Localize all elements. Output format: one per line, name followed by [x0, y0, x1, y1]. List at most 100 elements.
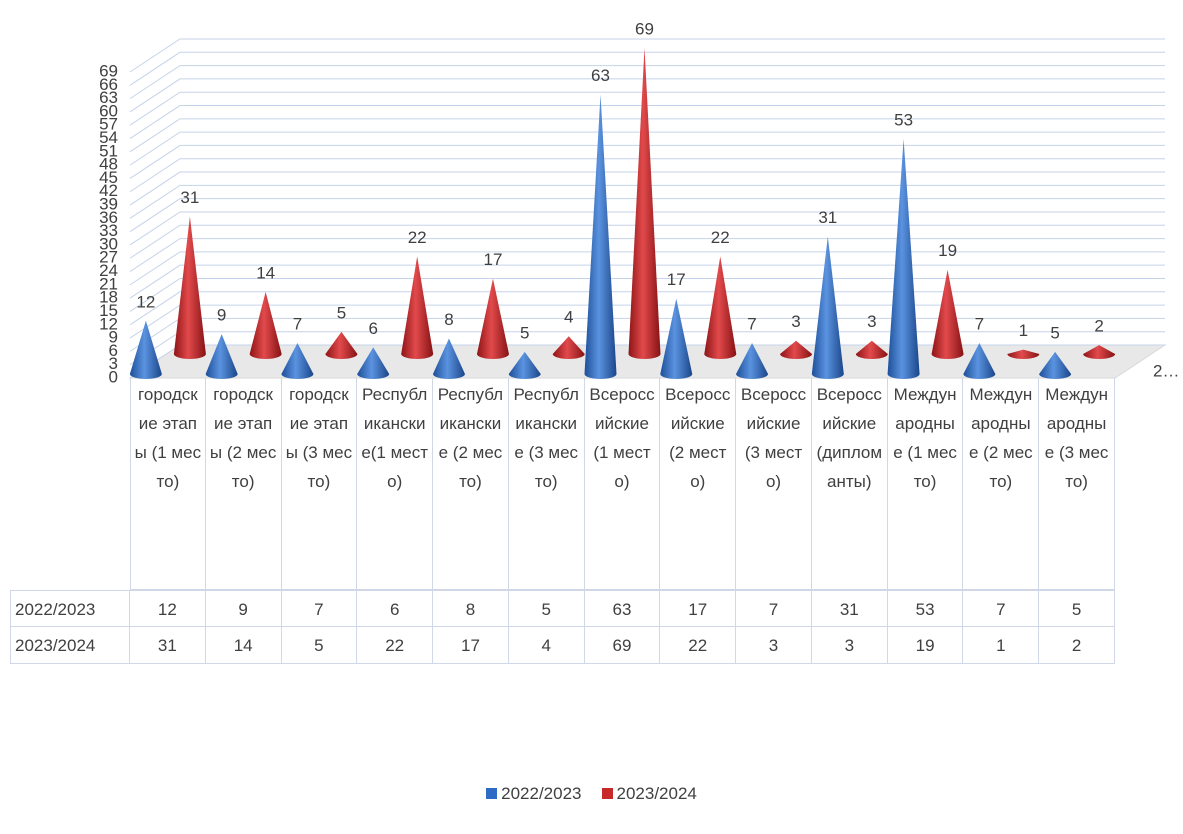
value-cell: 63	[584, 590, 661, 627]
cone	[508, 351, 541, 379]
value-label: 22	[408, 228, 427, 247]
value-label: 7	[293, 314, 302, 333]
cone	[963, 342, 996, 379]
value-cell: 31	[811, 590, 888, 627]
cone	[552, 336, 585, 359]
value-label: 5	[337, 303, 346, 322]
y-tick-label: 21	[99, 274, 118, 293]
category-cell: Республиканские (3 место)	[508, 378, 585, 590]
y-tick-label: 63	[99, 88, 118, 107]
value-label: 4	[564, 308, 573, 327]
value-cell: 17	[433, 627, 509, 664]
cone	[173, 216, 206, 359]
grid-line	[129, 264, 1165, 299]
grid-line	[129, 91, 1165, 126]
cone	[281, 342, 314, 379]
y-tick-label: 66	[99, 75, 118, 94]
value-label: 12	[136, 292, 155, 311]
grid-line	[129, 171, 1165, 206]
value-label: 17	[484, 250, 503, 269]
value-cell: 7	[281, 590, 358, 627]
cone	[1039, 351, 1072, 379]
value-label: 63	[591, 66, 610, 85]
cone	[660, 298, 693, 379]
value-cell: 5	[1039, 590, 1115, 627]
value-cell: 53	[887, 590, 964, 627]
grid-line	[129, 105, 1165, 139]
legend-item: 2023/2024	[601, 784, 697, 804]
value-cell: 5	[508, 590, 585, 627]
y-tick-label: 0	[109, 367, 118, 386]
value-label: 1	[1019, 321, 1028, 340]
y-tick-label: 39	[99, 195, 118, 214]
value-label: 69	[635, 19, 654, 38]
value-label: 53	[894, 110, 913, 129]
y-tick-label: 24	[99, 261, 118, 280]
value-cell: 8	[433, 590, 509, 627]
cone	[249, 291, 282, 359]
value-label: 7	[975, 314, 984, 333]
grid-line	[129, 224, 1165, 259]
y-tick-label: 30	[99, 234, 118, 253]
category-cell: городские этапы (3 место)	[281, 378, 358, 590]
category-cell: Международные (2 место)	[963, 378, 1040, 590]
value-label: 9	[217, 306, 226, 325]
cone	[584, 94, 617, 379]
category-cell: Международные (1 место)	[887, 378, 964, 590]
grid-line	[129, 251, 1165, 286]
grid-line	[129, 78, 1165, 113]
value-label: 22	[711, 228, 730, 247]
y-tick-label: 33	[99, 221, 118, 240]
value-cell: 9	[205, 590, 282, 627]
value-cell: 14	[205, 627, 282, 664]
legend-label: 2023/2024	[616, 784, 697, 803]
grid-line	[129, 198, 1165, 233]
value-cell: 7	[963, 590, 1040, 627]
value-cell: 5	[281, 627, 358, 664]
cone	[401, 256, 434, 359]
category-cell: Международные (3 место)	[1039, 378, 1115, 590]
y-tick-label: 6	[109, 341, 118, 360]
value-cell: 6	[357, 590, 434, 627]
value-label: 7	[747, 314, 756, 333]
category-cell: Всероссийские (дипломанты)	[811, 378, 888, 590]
cone	[476, 278, 509, 359]
y-tick-label: 42	[99, 181, 118, 200]
grid-line	[129, 291, 1165, 326]
value-cell: 2	[1039, 627, 1115, 664]
value-label: 3	[791, 312, 800, 331]
series-name-cell: 2022/2023	[10, 590, 130, 627]
y-tick-label: 60	[99, 101, 118, 120]
y-tick-label: 45	[99, 168, 118, 187]
cone	[736, 342, 769, 379]
legend: 2022/2023 2023/2024	[0, 784, 1183, 804]
value-cell: 69	[584, 627, 661, 664]
legend-label: 2022/2023	[501, 784, 582, 803]
grid-line	[129, 65, 1165, 100]
y-tick-label: 36	[99, 208, 118, 227]
grid-line	[129, 118, 1165, 153]
value-label: 31	[180, 188, 199, 207]
value-label: 5	[520, 323, 529, 342]
y-tick-label: 69	[99, 61, 118, 80]
grid-line	[129, 144, 1165, 179]
grid-line	[129, 184, 1165, 219]
value-label: 2	[1094, 317, 1103, 336]
grid-line	[129, 158, 1165, 193]
value-label: 3	[867, 312, 876, 331]
value-cell: 3	[736, 627, 812, 664]
y-tick-label: 54	[99, 128, 118, 147]
grid-line	[129, 277, 1165, 312]
value-cell: 7	[736, 590, 812, 627]
value-cell: 12	[130, 590, 206, 627]
y-tick-label: 12	[99, 314, 118, 333]
series-name-cell: 2023/2024	[10, 627, 130, 664]
y-tick-label: 51	[99, 141, 118, 160]
value-label: 31	[818, 208, 837, 227]
category-cell: городские этапы (1 место)	[130, 378, 206, 590]
value-cell: 3	[811, 627, 888, 664]
y-tick-label: 3	[109, 354, 118, 373]
grid-line	[129, 38, 1165, 73]
